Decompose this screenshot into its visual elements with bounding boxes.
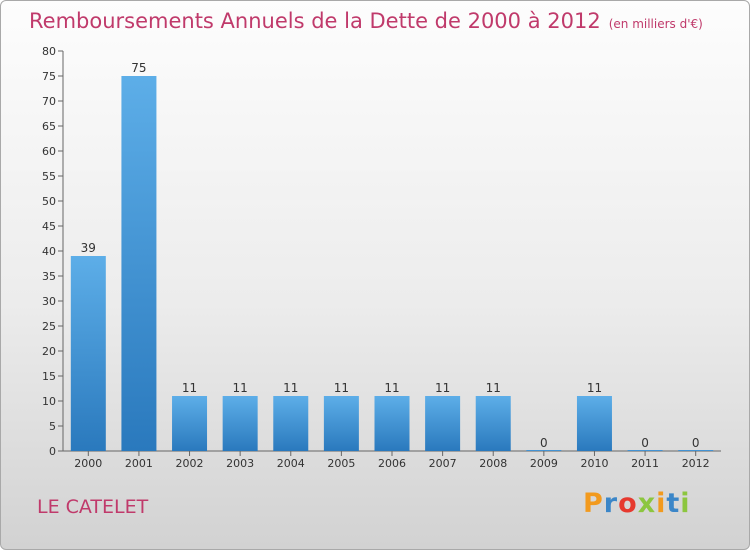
- x-tick-label: 2006: [378, 457, 406, 470]
- bar-value-label: 11: [334, 381, 349, 395]
- logo-letter: x: [637, 488, 657, 519]
- x-tick-label: 2003: [226, 457, 254, 470]
- labels: 39 75 11 11 11 11 11 11 11 0 11 0 0: [81, 61, 700, 450]
- logo-letter: r: [603, 488, 619, 519]
- x-tick-label: 2012: [682, 457, 710, 470]
- logo-letter: t: [666, 488, 681, 519]
- y-tick-label: 35: [42, 270, 56, 283]
- bar-2000: [70, 256, 106, 451]
- bar-value-label: 0: [692, 436, 700, 450]
- chart-title: Remboursements Annuels de la Dette de 20…: [29, 9, 703, 33]
- y-tick-label: 10: [42, 395, 56, 408]
- bar-value-label: 11: [587, 381, 602, 395]
- place-name: LE CATELET: [37, 496, 149, 518]
- bar-value-label: 0: [641, 436, 649, 450]
- bar-2002: [172, 396, 208, 451]
- bar-2012: [678, 450, 714, 451]
- bar-2005: [323, 396, 359, 451]
- x-tick-label: 2002: [176, 457, 204, 470]
- y-tick-label: 25: [42, 320, 56, 333]
- x-tick-label: 2000: [74, 457, 102, 470]
- bar-value-label: 11: [182, 381, 197, 395]
- bar-2007: [425, 396, 461, 451]
- x-tick-label: 2005: [327, 457, 355, 470]
- bar-2006: [374, 396, 410, 451]
- bar-value-label: 11: [435, 381, 450, 395]
- bar-value-label: 11: [283, 381, 298, 395]
- y-tick-label: 55: [42, 170, 56, 183]
- x-tick-label: 2007: [429, 457, 457, 470]
- y-tick-label: 5: [49, 420, 56, 433]
- bar-2003: [222, 396, 258, 451]
- bar-2001: [121, 76, 157, 451]
- bar-value-label: 11: [384, 381, 399, 395]
- logo-letter: i: [656, 488, 667, 519]
- bar-2011: [627, 450, 663, 451]
- logo-letter: i: [680, 488, 691, 519]
- x-tick-label: 2004: [277, 457, 305, 470]
- y-tick-label: 15: [42, 370, 56, 383]
- x-tick-label: 2010: [580, 457, 608, 470]
- y-tick-label: 75: [42, 70, 56, 83]
- bar-value-label: 75: [131, 61, 146, 75]
- bars: [70, 76, 714, 451]
- x-tick-label: 2011: [631, 457, 659, 470]
- y-tick-label: 80: [42, 45, 56, 58]
- bar-value-label: 0: [540, 436, 548, 450]
- x-tick-label: 2009: [530, 457, 558, 470]
- y-tick-label: 30: [42, 295, 56, 308]
- bar-2009: [526, 450, 562, 451]
- y-tick-label: 50: [42, 195, 56, 208]
- bar-value-label: 39: [81, 241, 96, 255]
- y-tick-label: 60: [42, 145, 56, 158]
- y-tick-label: 20: [42, 345, 56, 358]
- logo-letter: P: [583, 488, 604, 519]
- title-unit: (en milliers d'€): [608, 17, 703, 31]
- y-tick-label: 0: [49, 445, 56, 458]
- bar-2010: [576, 396, 612, 451]
- x-tick-label: 2001: [125, 457, 153, 470]
- y-tick-label: 65: [42, 120, 56, 133]
- title-text: Remboursements Annuels de la Dette de 20…: [29, 9, 601, 33]
- bar-2004: [273, 396, 309, 451]
- logo-letter: o: [618, 488, 638, 519]
- y-tick-label: 45: [42, 220, 56, 233]
- y-tick-label: 40: [42, 245, 56, 258]
- bar-value-label: 11: [486, 381, 501, 395]
- bar-2008: [475, 396, 511, 451]
- proxiti-logo: Proxiti: [583, 488, 691, 519]
- bar-value-label: 11: [233, 381, 248, 395]
- x-tick-label: 2008: [479, 457, 507, 470]
- axes: 0 5 10 15 20 25 30 35 40 45 50 55 60 65 70 75 80 2000 2001…: [42, 45, 721, 470]
- y-tick-label: 70: [42, 95, 56, 108]
